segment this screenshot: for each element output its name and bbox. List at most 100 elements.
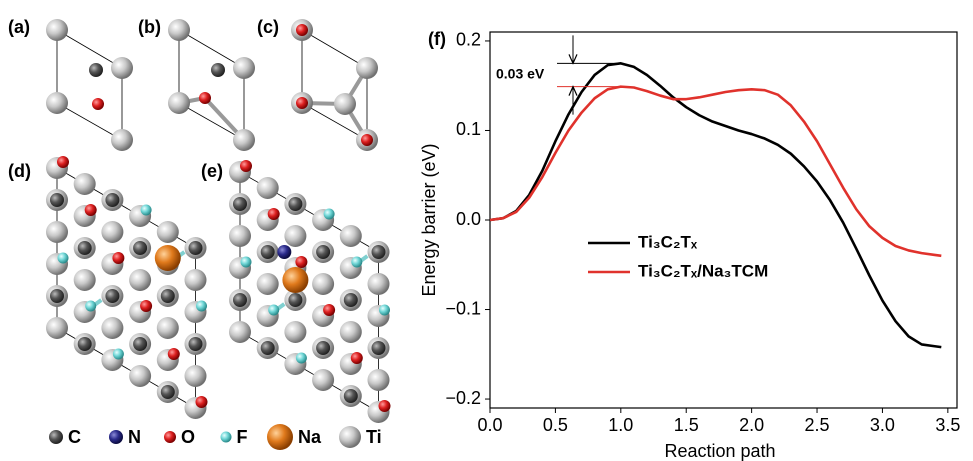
atom <box>260 245 275 259</box>
atom <box>367 369 390 391</box>
atom <box>101 221 124 243</box>
atom <box>111 57 133 79</box>
x-tick-label: 0.5 <box>543 415 568 435</box>
atom <box>288 197 303 211</box>
annotation-arrowhead <box>568 85 578 96</box>
atom <box>284 225 307 247</box>
atom <box>188 241 203 255</box>
atom <box>92 98 104 110</box>
atom <box>277 245 292 259</box>
atom <box>133 241 148 255</box>
legend-label: N <box>128 427 141 447</box>
atom <box>282 267 309 293</box>
legend-label: Ti <box>366 427 382 447</box>
atom <box>233 197 247 211</box>
atom <box>133 337 148 351</box>
atom <box>296 24 308 36</box>
unit-cell <box>178 29 245 141</box>
atom <box>267 424 293 450</box>
y-tick-label: −0.1 <box>445 298 481 318</box>
atom <box>112 348 124 360</box>
atom <box>111 129 133 151</box>
atom <box>288 293 303 307</box>
atom <box>84 204 97 216</box>
atom <box>323 208 335 220</box>
atom <box>312 369 335 391</box>
atom <box>89 63 103 77</box>
panel-label: (f) <box>428 29 446 49</box>
atom <box>378 400 391 412</box>
atom <box>351 256 363 268</box>
atom <box>168 19 190 41</box>
annotation: 0.03 eV <box>496 66 545 82</box>
atom <box>46 92 68 114</box>
atom <box>295 352 307 364</box>
atom <box>57 252 69 264</box>
panel-label: (d) <box>8 161 31 181</box>
atom <box>316 341 331 355</box>
legend-label: F <box>237 427 248 447</box>
legend-label: Ti₃C₂Tₓ <box>638 232 698 251</box>
atom <box>46 317 68 339</box>
atom <box>267 208 280 220</box>
atom <box>323 304 336 316</box>
atom <box>260 341 275 355</box>
atom <box>85 300 97 312</box>
atom <box>46 221 68 243</box>
atom <box>334 93 356 115</box>
series-line <box>489 62 942 349</box>
atom <box>284 321 307 343</box>
atom <box>312 273 335 295</box>
atom <box>184 365 207 387</box>
atom <box>160 289 175 303</box>
atom <box>105 289 120 303</box>
atom <box>316 245 331 259</box>
x-tick-label: 1.0 <box>608 415 633 435</box>
atom <box>101 317 124 339</box>
y-axis-label: Energy barrier (eV) <box>419 143 439 296</box>
atom <box>129 269 152 291</box>
atom <box>229 225 251 247</box>
atom <box>168 92 190 114</box>
atom <box>350 352 363 364</box>
panel-label: (c) <box>257 17 279 37</box>
atom <box>339 225 362 247</box>
y-tick-label: 0.2 <box>456 30 481 50</box>
atom <box>233 293 247 307</box>
y-tick-label: −0.2 <box>445 388 481 408</box>
atom <box>256 177 279 199</box>
atom <box>367 273 390 295</box>
atom <box>233 57 255 79</box>
atom <box>77 241 92 255</box>
x-tick-label: 3.0 <box>870 415 895 435</box>
atom <box>296 97 308 109</box>
atom <box>240 256 252 268</box>
atom <box>73 269 96 291</box>
atom <box>50 193 64 207</box>
atom <box>184 269 207 291</box>
atom <box>356 57 378 79</box>
y-tick-label: 0.0 <box>456 209 481 229</box>
x-tick-label: 3.5 <box>935 415 960 435</box>
atom <box>154 245 181 271</box>
atom <box>46 19 68 41</box>
atom <box>240 160 252 172</box>
atom <box>129 365 152 387</box>
atom <box>140 204 152 216</box>
panel-label: (b) <box>138 17 161 37</box>
atom <box>268 304 280 316</box>
atom <box>188 337 203 351</box>
atom <box>156 317 179 339</box>
legend-label: Na <box>298 427 322 447</box>
structures <box>46 19 391 450</box>
atom <box>156 221 179 243</box>
x-tick-label: 2.0 <box>739 415 764 435</box>
atom <box>339 321 362 343</box>
atom <box>167 348 180 360</box>
atom <box>295 256 308 268</box>
x-tick-label: 1.5 <box>674 415 699 435</box>
atom <box>233 129 255 151</box>
atom <box>164 431 176 443</box>
atom <box>109 430 123 444</box>
